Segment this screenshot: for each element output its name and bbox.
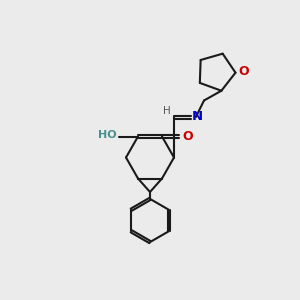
Text: O: O [238,65,248,78]
Text: N: N [192,110,203,123]
Text: O: O [182,130,193,143]
Text: HO: HO [98,130,117,140]
Text: H: H [163,106,170,116]
